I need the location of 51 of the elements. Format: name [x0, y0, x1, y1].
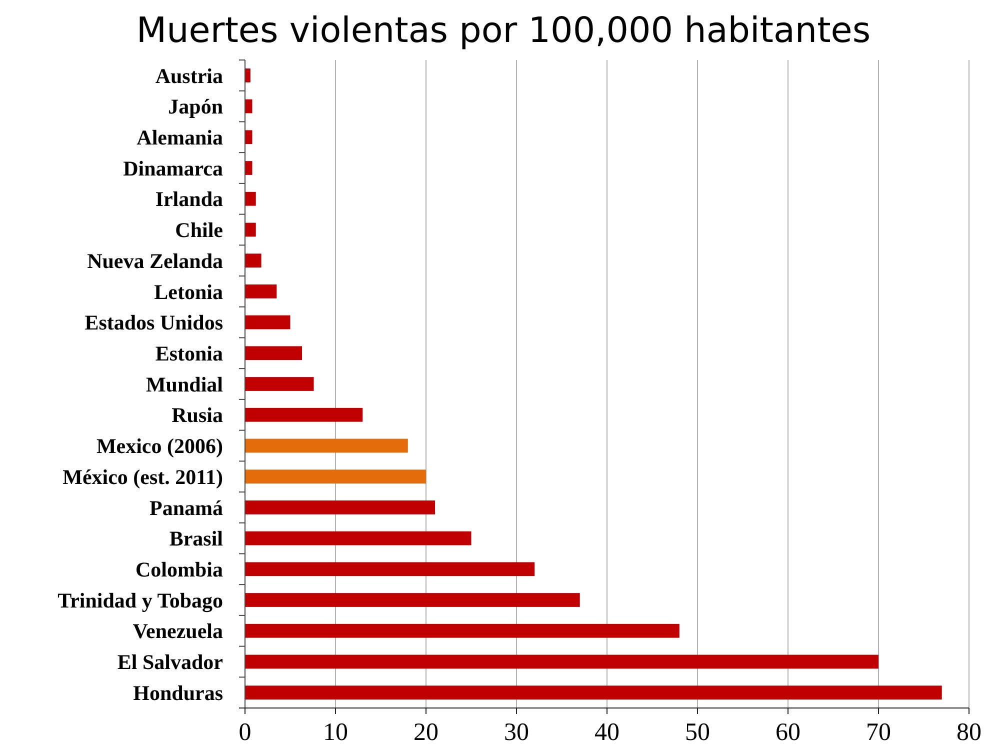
- x-tick-label: 40: [594, 719, 620, 746]
- y-tick-label: Mexico (2006): [96, 434, 223, 458]
- x-tick-label: 0: [238, 719, 252, 746]
- y-tick-label: Nueva Zelanda: [87, 248, 224, 273]
- bar: [245, 192, 256, 206]
- y-tick-label: Alemania: [136, 125, 224, 150]
- bar: [245, 222, 256, 237]
- y-tick-label: Letonia: [154, 280, 224, 304]
- y-tick-label: Estonia: [155, 341, 224, 366]
- y-tick-label: Mundial: [146, 372, 224, 396]
- bar: [245, 500, 436, 514]
- bar: [245, 531, 472, 546]
- bar: [245, 562, 535, 576]
- bar: [245, 161, 252, 175]
- y-tick-label: Japón: [168, 94, 224, 119]
- x-tick-label: 50: [685, 719, 710, 746]
- bar: [245, 470, 426, 484]
- y-tick-label: Irlanda: [155, 187, 224, 212]
- y-tick-label: Rusia: [172, 403, 224, 428]
- bar: [245, 593, 580, 607]
- bar: [245, 408, 363, 422]
- bar: [245, 686, 942, 700]
- bar: [245, 438, 408, 453]
- bar: [245, 130, 252, 144]
- y-tick-label: Venezuela: [132, 619, 224, 644]
- y-tick-label: Austria: [155, 64, 224, 88]
- bar: [245, 284, 277, 298]
- y-tick-label: Panamá: [150, 496, 224, 520]
- y-tick-label: Dinamarca: [123, 156, 224, 180]
- x-tick-label: 80: [956, 719, 982, 746]
- y-tick-label: Colombia: [135, 557, 224, 582]
- y-tick-label: Trinidad y Tobago: [58, 588, 223, 612]
- y-tick-label: El Salvador: [117, 650, 223, 674]
- x-tick-label: 70: [866, 719, 891, 746]
- y-tick-label: México (est. 2011): [62, 464, 223, 489]
- y-tick-label: Estados Unidos: [84, 310, 223, 335]
- x-tick-label: 30: [504, 719, 529, 746]
- chart-title: Muertes violentas por 100,000 habitantes: [136, 11, 871, 51]
- bar: [245, 68, 250, 82]
- y-tick-label: Brasil: [169, 526, 224, 551]
- bar: [245, 315, 290, 330]
- y-tick-label: Honduras: [133, 680, 223, 705]
- bar: [245, 624, 680, 638]
- bar: [245, 654, 878, 669]
- x-tick-label: 60: [776, 719, 800, 746]
- x-tick-label: 10: [323, 719, 348, 746]
- bar: [245, 346, 302, 360]
- y-tick-label: Chile: [175, 218, 223, 242]
- bar: [245, 254, 262, 268]
- x-tick-label: 20: [414, 719, 438, 746]
- bar: [245, 377, 314, 391]
